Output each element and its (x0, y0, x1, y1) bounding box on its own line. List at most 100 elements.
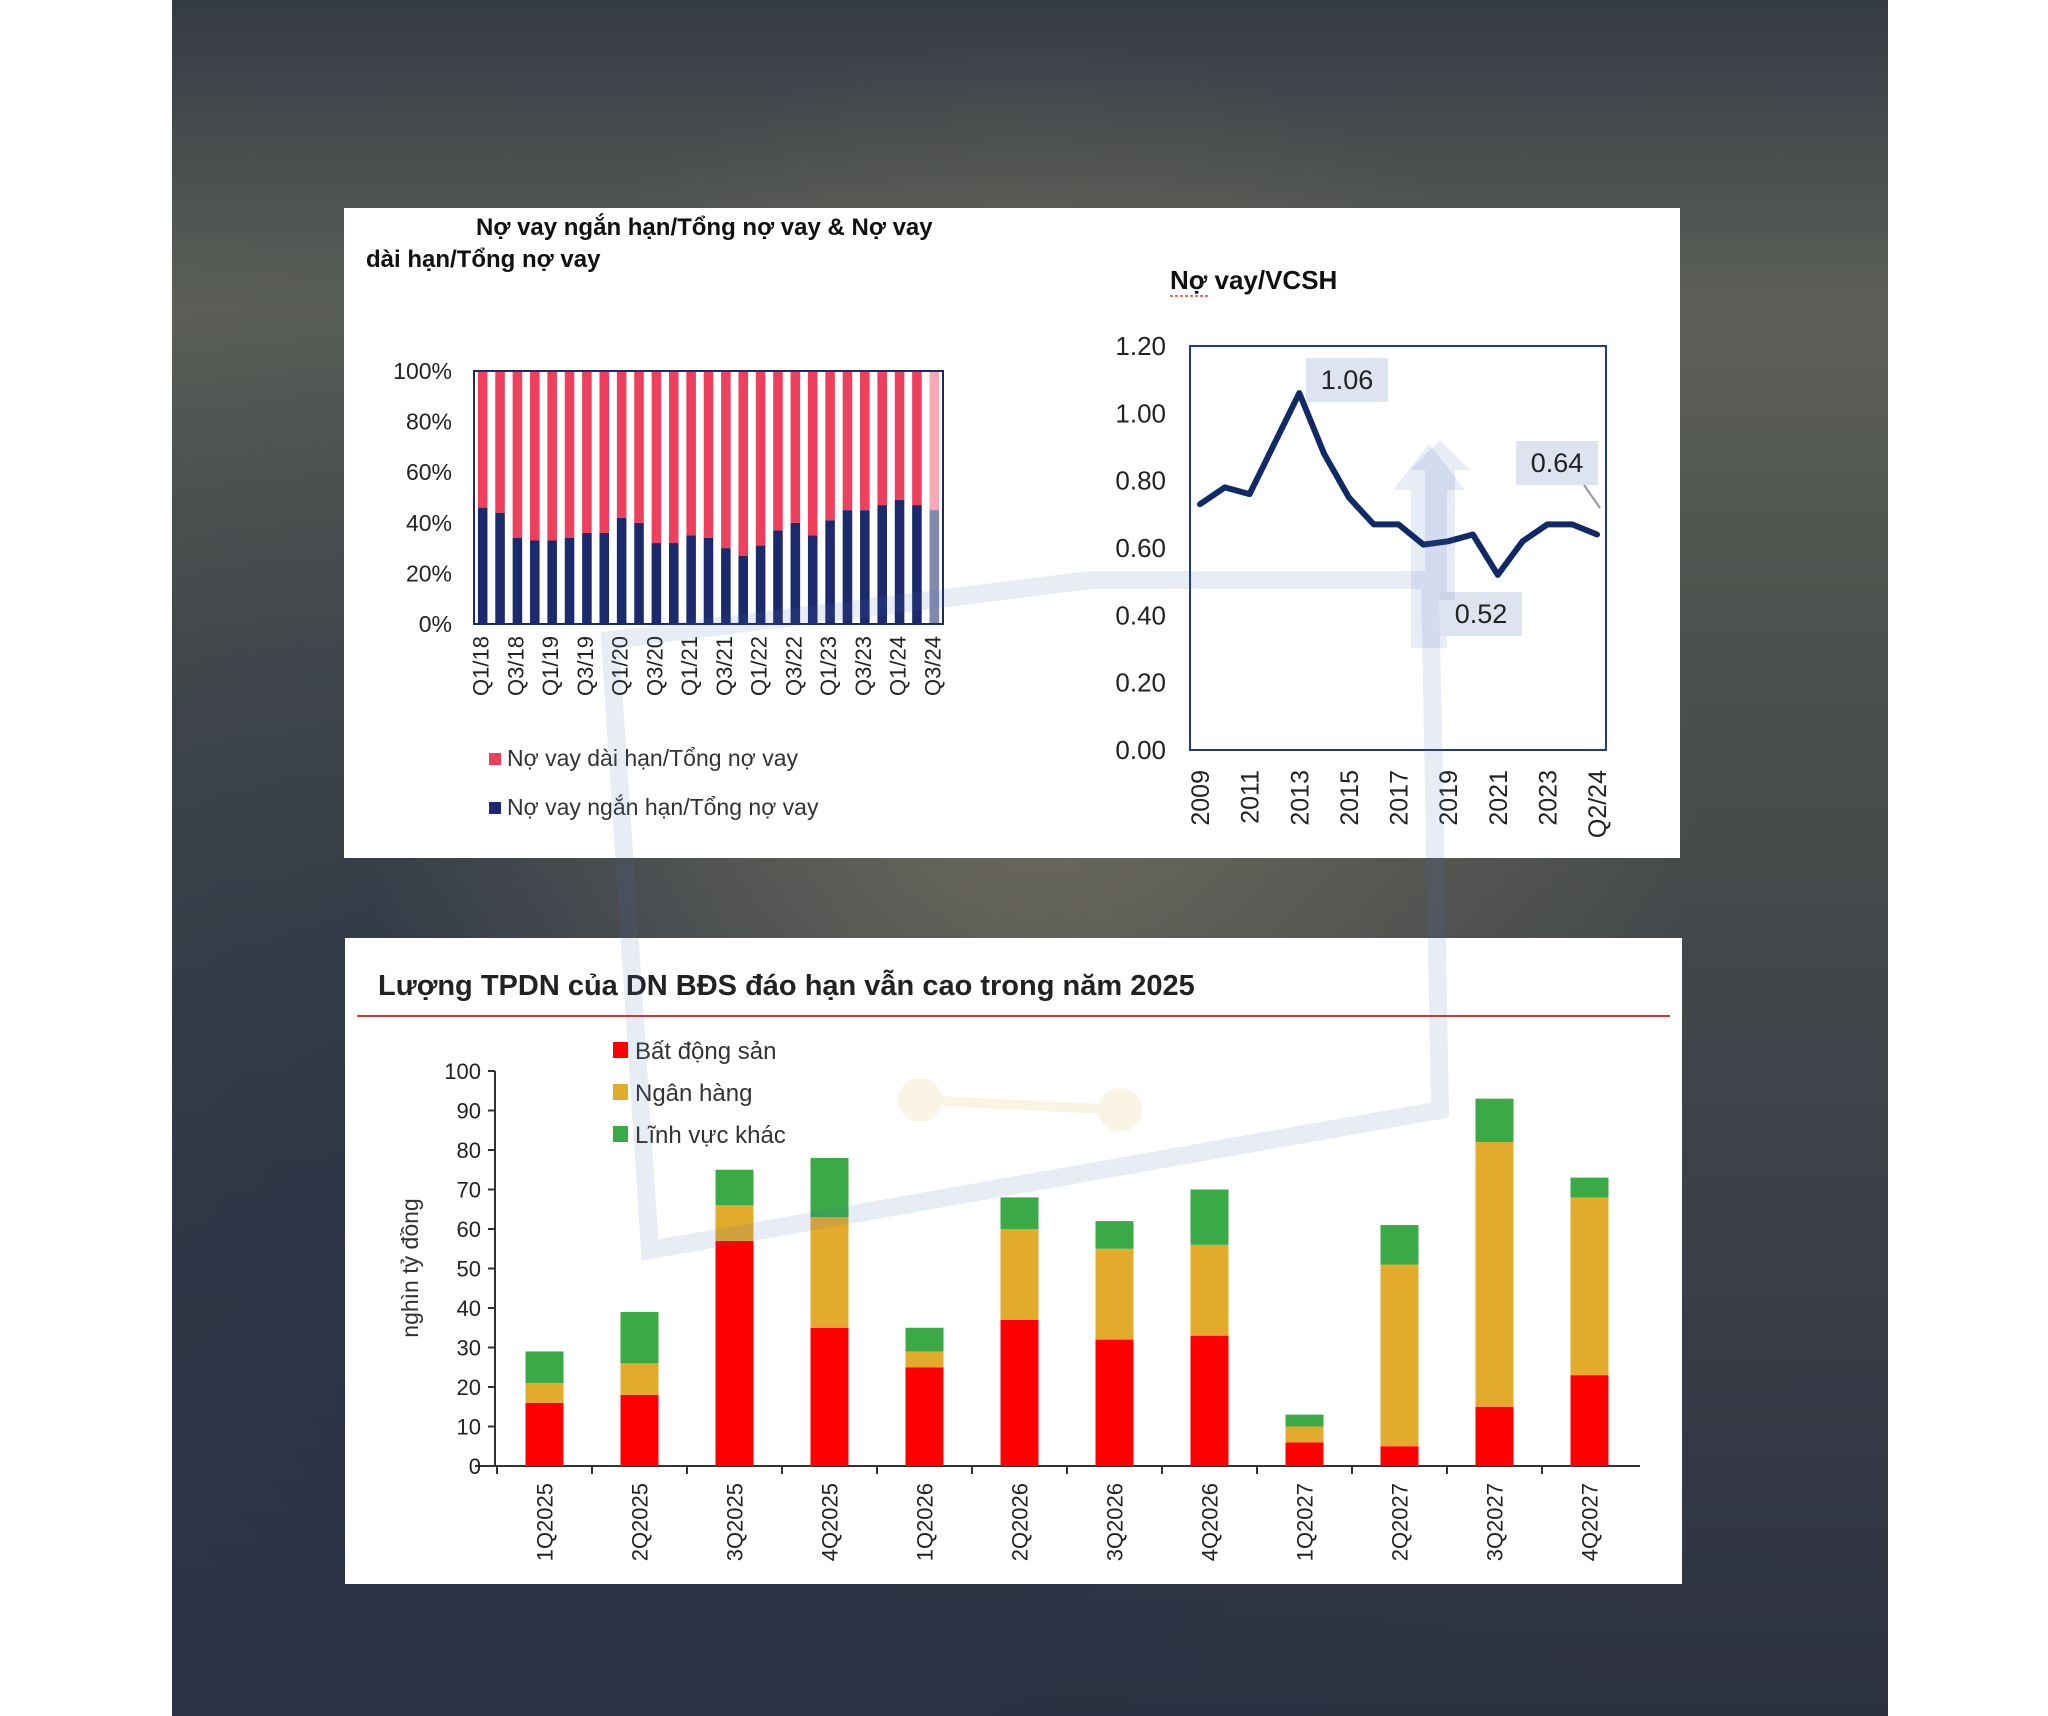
chart1-y-tick: 40% (406, 510, 452, 536)
chart3-bar-Lĩnh vực khác-3Q2025 (715, 1169, 754, 1206)
chart2-annotation-label: 0.64 (1531, 448, 1584, 478)
chart1-bar-long-Q4/21 (738, 371, 749, 556)
chart1-bar-long-Q3/21 (721, 371, 731, 549)
chart3-y-tick: 0 (469, 1454, 481, 1479)
chart1-legend-label-short: Nợ vay ngắn hạn/Tổng nợ vay (507, 794, 819, 820)
chart3-bar-Ngân hàng-4Q2025 (810, 1217, 849, 1328)
bottom-chart-svg: Lượng TPDN của DN BĐS đáo hạn vẫn cao tr… (357, 968, 1670, 1561)
chart3-bar-Lĩnh vực khác-3Q2027 (1475, 1098, 1514, 1143)
chart1-bar-long-Q4/18 (530, 371, 540, 541)
chart3-bar-Bất động sản-3Q2026 (1095, 1339, 1134, 1466)
chart1-bar-long-Q4/22 (807, 371, 818, 536)
chart3-legend-label: Ngân hàng (635, 1080, 752, 1107)
chart1-x-tick: Q3/21 (712, 636, 737, 696)
chart1-bar-short-Q4/21 (738, 555, 749, 624)
chart3-bar-Bất động sản-1Q2027 (1285, 1442, 1324, 1466)
chart3-legend-swatch (613, 1126, 628, 1142)
chart3-x-tick: 3Q2025 (723, 1483, 748, 1561)
chart2-annotation-box (1516, 441, 1598, 485)
chart1-bar-long-Q3/20 (651, 371, 662, 544)
chart3-y-tick: 100 (444, 1059, 481, 1084)
chart1-y-tick: 20% (406, 560, 452, 586)
chart1-bar-short-Q2/21 (703, 537, 714, 624)
chart3-x-tick: 4Q2027 (1578, 1483, 1603, 1561)
chart3-y-tick: 70 (457, 1178, 481, 1203)
chart3-bar-Bất động sản-3Q2025 (715, 1240, 754, 1466)
chart1-bar-long-Q1/18 (477, 371, 488, 508)
chart1-bar-long-Q1/24 (894, 371, 905, 501)
chart3-x-tick: 1Q2025 (533, 1483, 558, 1561)
chart3-bar-Ngân hàng-2Q2025 (620, 1363, 659, 1395)
chart3-bar-Lĩnh vực khác-4Q2025 (810, 1157, 849, 1218)
chart2-y-tick: 0.80 (1115, 466, 1166, 496)
chart3-bar-Bất động sản-1Q2025 (525, 1402, 564, 1466)
chart3-bar-Ngân hàng-1Q2027 (1285, 1426, 1324, 1443)
chart3-bar-Bất động sản-2Q2026 (1000, 1319, 1039, 1466)
chart3-y-tick: 30 (457, 1336, 481, 1361)
chart3-x-tick: 2Q2026 (1008, 1483, 1033, 1561)
chart3-bar-Bất động sản-4Q2027 (1570, 1375, 1609, 1466)
chart1-x-tick: Q1/24 (886, 636, 911, 696)
chart1-title-line1: Nợ vay ngắn hạn/Tổng nợ vay & Nợ vay (476, 213, 933, 241)
chart1-bar-long-Q3/18 (512, 371, 523, 538)
chart1-bar-long-Q3/22 (790, 371, 801, 523)
chart1-plot-border (473, 370, 944, 625)
chart1-x-tick: Q1/19 (538, 636, 563, 696)
chart1-bar-short-Q4/23 (877, 505, 887, 624)
chart1-x-tick: Q1/23 (816, 636, 841, 696)
chart1-bar-long-Q2/19 (564, 371, 575, 538)
chart1-stacked-percent-bars: 0% 20% 40% 60% 80% 100% Q1/18 Q3/18 Q1/19 Q3/19 Q1… (393, 358, 945, 820)
chart3-bar-Lĩnh vực khác-1Q2026 (905, 1327, 944, 1352)
chart1-bar-short-Q3/21 (721, 548, 731, 624)
chart1-bar-long-Q4/20 (668, 371, 679, 544)
chart1-bar-long-Q1/23 (825, 371, 835, 521)
top-charts-svg: Nợ vay ngắn hạn/Tổng nợ vay & Nợ vay dài… (366, 213, 1612, 838)
chart1-bar-short-Q2/18 (495, 512, 505, 624)
chart1-bar-short-Q4/18 (530, 540, 540, 624)
chart3-bar-Bất động sản-2Q2025 (620, 1394, 659, 1466)
chart2-x-tick: 2023 (1534, 770, 1562, 826)
chart1-bar-short-Q3/24 (929, 510, 940, 624)
chart1-x-tick: Q3/22 (781, 636, 806, 696)
chart3-bar-Ngân hàng-1Q2026 (905, 1351, 944, 1368)
chart3-y-tick: 50 (457, 1257, 481, 1282)
chart3-stacked-bars: 0 10 20 30 40 50 60 70 80 90 100 nghìn tỷ đồng 1Q202… (397, 1038, 1640, 1561)
chart1-bar-short-Q3/23 (860, 510, 870, 624)
chart1-y-tick: 0% (419, 611, 452, 637)
chart2-x-tick: 2009 (1187, 770, 1215, 826)
chart3-x-tick: 1Q2027 (1293, 1483, 1318, 1561)
chart2-x-tick: Q2/24 (1584, 770, 1612, 838)
chart3-bar-Ngân hàng-3Q2025 (715, 1205, 754, 1241)
top-charts-panel: Nợ vay ngắn hạn/Tổng nợ vay & Nợ vay dài… (344, 208, 1680, 858)
bottom-chart-panel: Lượng TPDN của DN BĐS đáo hạn vẫn cao tr… (345, 938, 1682, 1584)
chart3-legend-swatch (613, 1042, 628, 1058)
chart1-title-line2: dài hạn/Tổng nợ vay (366, 246, 601, 273)
chart1-bar-short-Q1/20 (616, 517, 627, 624)
chart3-bar-Bất động sản-4Q2025 (810, 1327, 849, 1466)
chart3-title: Lượng TPDN của DN BĐS đáo hạn vẫn cao tr… (378, 968, 1195, 1002)
chart3-bar-Bất động sản-1Q2026 (905, 1367, 944, 1466)
chart1-bar-long-Q2/21 (703, 371, 714, 538)
chart3-bar-Lĩnh vực khác-4Q2027 (1570, 1177, 1609, 1198)
chart3-x-tick: 4Q2026 (1198, 1483, 1223, 1561)
chart1-bar-long-Q1/19 (547, 371, 557, 541)
chart3-bar-Ngân hàng-1Q2025 (525, 1383, 564, 1403)
chart3-y-axis-label: nghìn tỷ đồng (397, 1198, 423, 1337)
chart1-bar-long-Q1/20 (616, 371, 627, 518)
chart3-bar-Ngân hàng-4Q2027 (1570, 1197, 1609, 1376)
chart2-annotation-label: 0.52 (1455, 599, 1508, 629)
chart1-y-tick: 80% (406, 409, 452, 435)
chart1-bar-short-Q1/18 (477, 507, 488, 624)
chart2-line-chart: 0.00 0.20 0.40 0.60 0.80 1.00 1.20 1.06 0.52 0.64… (1115, 331, 1612, 838)
chart3-bar-Ngân hàng-4Q2026 (1190, 1244, 1229, 1336)
chart1-bar-short-Q4/22 (807, 535, 818, 624)
chart3-y-tick: 90 (457, 1099, 481, 1124)
chart2-x-tick: 2011 (1237, 770, 1265, 824)
chart1-bar-long-Q2/22 (773, 371, 783, 531)
chart3-y-tick: 40 (457, 1296, 481, 1321)
chart3-bar-Lĩnh vực khác-4Q2026 (1190, 1189, 1229, 1245)
chart1-legend-label-long: Nợ vay dài hạn/Tổng nợ vay (507, 745, 798, 771)
chart3-bar-Lĩnh vực khác-2Q2026 (1000, 1197, 1039, 1229)
chart3-bar-Bất động sản-2Q2027 (1380, 1446, 1419, 1466)
chart3-bar-Bất động sản-4Q2026 (1190, 1335, 1229, 1466)
